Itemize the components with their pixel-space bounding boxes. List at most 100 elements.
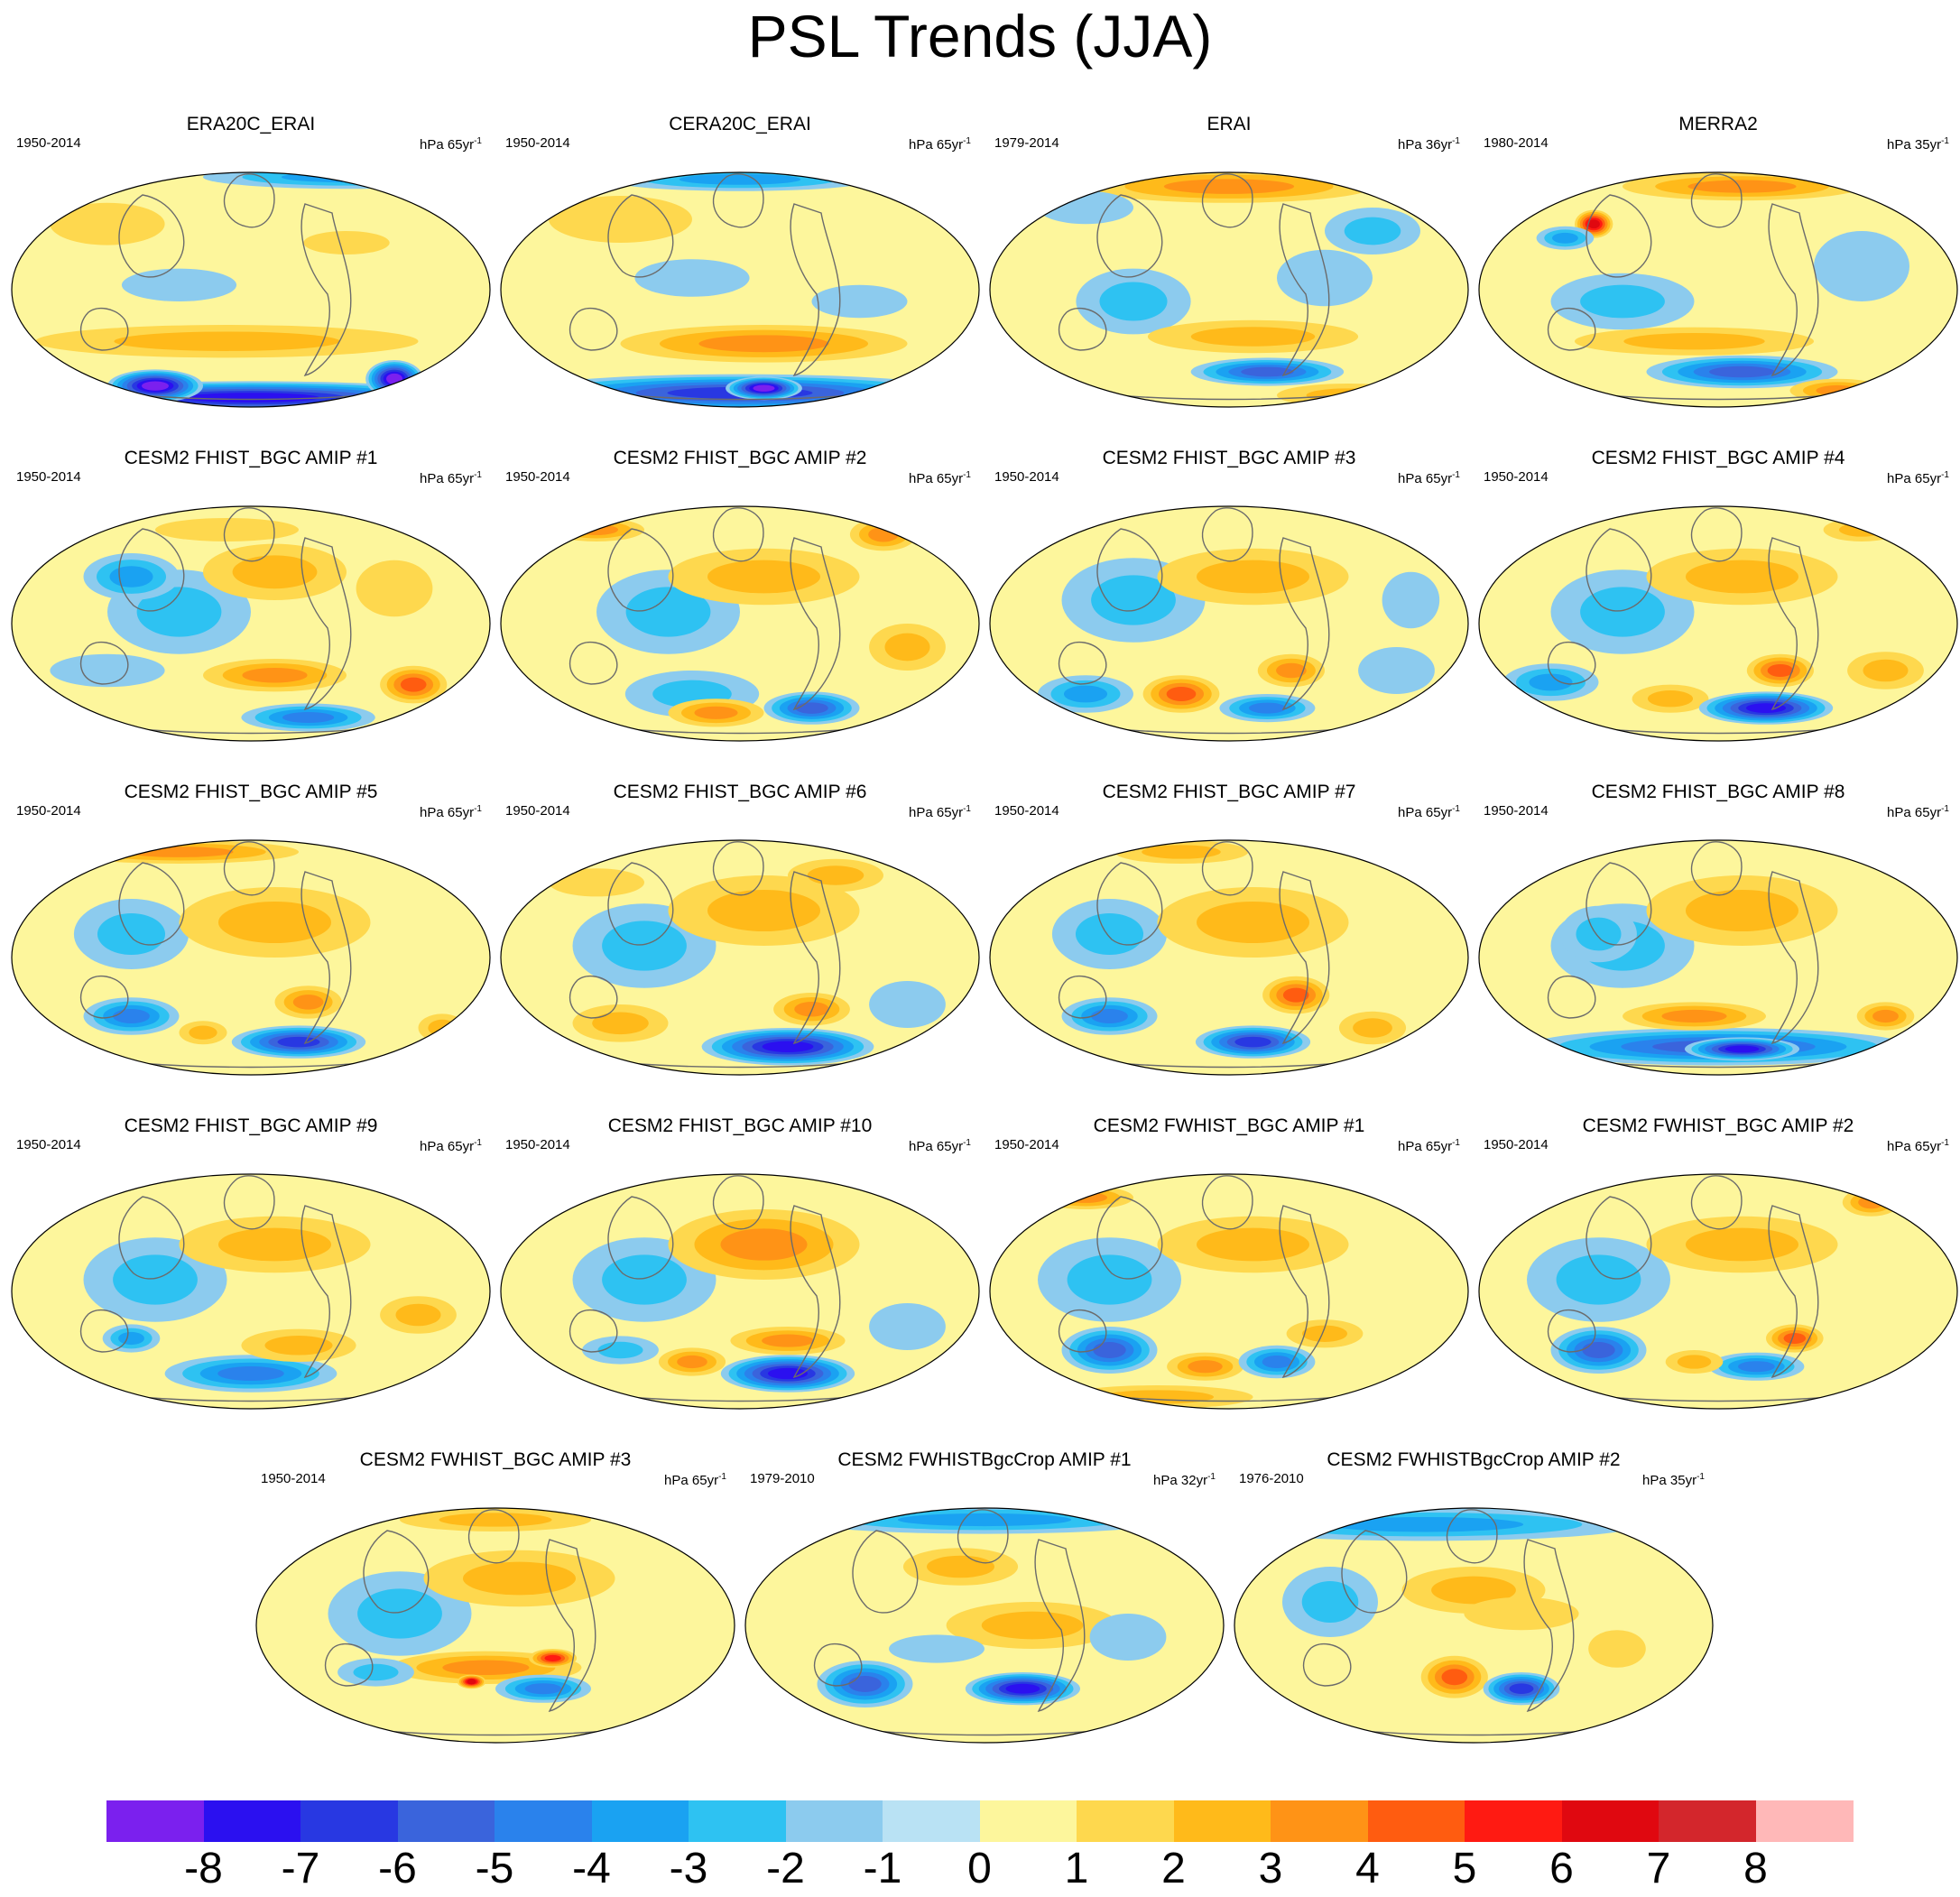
colorbar-swatch [1465,1800,1562,1842]
map-outline [1478,839,1958,1076]
panel-units-exponent: -1 [1452,470,1460,480]
panel-units-exponent: -1 [1941,470,1949,480]
trend-contour [677,1355,707,1369]
trend-contour [97,912,166,956]
coastline [363,1530,430,1614]
panel-period: 1950-2014 [505,1137,570,1152]
panel-units-main: hPa 65yr [1887,471,1942,486]
map-outline [11,171,491,408]
trend-contour [242,667,308,683]
panel-units-exponent: -1 [474,470,482,480]
coastline [1768,203,1819,377]
coastline [1690,841,1743,896]
coastline [1201,841,1253,896]
map-panel: CESM2 FWHIST_BGC AMIP #2 1950-2014 hPa 65y… [1475,1115,1960,1422]
coastline [1547,307,1596,351]
colorbar-swatch [203,1800,301,1842]
coastline [712,1175,764,1230]
panel-units-main: hPa 35yr [1642,1473,1697,1488]
trend-contour [1196,1227,1310,1262]
panel-units-exponent: -1 [1452,136,1460,146]
map-panel: CESM2 FHIST_BGC AMIP #5 1950-2014 hPa 65yr… [7,782,495,1088]
trend-contour [544,1654,561,1661]
coastline [1547,1309,1596,1353]
colorbar-swatch [1173,1800,1271,1842]
panel-title: CESM2 FHIST_BGC AMIP #5 [124,782,378,802]
trend-contour [467,1679,476,1685]
trend-contour [113,1254,198,1305]
trend-contour [1872,1009,1899,1023]
trend-contour [1767,663,1794,678]
trend-contour [1276,662,1307,679]
coastline [1279,203,1330,377]
panel-units-main: hPa 36yr [1398,137,1453,153]
panel-units: hPa 65yr-1 [420,467,482,487]
panel-title: CESM2 FHIST_BGC AMIP #9 [124,1115,378,1136]
map-outline [1478,1173,1958,1410]
colorbar-tick-label: 3 [1258,1845,1283,1892]
panel-units: hPa 65yr-1 [909,467,971,487]
panel-title: CESM2 FHIST_BGC AMIP #2 [613,448,867,468]
trend-contour [182,393,319,403]
colorbar-tick-label: -5 [475,1845,514,1892]
coastline [1096,194,1163,278]
coastline [852,1530,919,1614]
trend-contour [762,1334,814,1347]
trend-contour [1685,889,1799,932]
panel-period: 1980-2014 [1484,135,1549,151]
trend-contour [1301,1325,1348,1343]
colorbar-swatch [397,1800,495,1842]
colorbar-tick-label: 6 [1549,1845,1574,1892]
panel-title: CESM2 FHIST_BGC AMIP #8 [1591,782,1845,802]
trend-contour [679,173,801,185]
coastline [1034,1539,1086,1713]
map-outline [500,171,980,408]
trend-contour [762,1041,814,1052]
map-panel: ERAI 1979-2014 hPa 36yr-1 [985,114,1473,421]
map-panel: CESM2 FWHIST_BGC AMIP #1 1950-2014 hPa 65y… [985,1115,1473,1422]
coastline [790,537,841,711]
panel-units-exponent: -1 [474,136,482,146]
figure-title: PSL Trends (JJA) [747,3,1213,69]
coastline [1096,862,1163,946]
map-panel: CESM2 FHIST_BGC AMIP #1 1950-2014 hPa 65yr… [7,448,495,754]
map-outline [989,839,1469,1076]
trend-contour [1282,987,1309,1003]
map-panel: CESM2 FHIST_BGC AMIP #6 1950-2014 hPa 65yr… [496,782,984,1088]
panel-title: CESM2 FWHIST_BGC AMIP #2 [1582,1115,1854,1136]
map-trend-field [989,171,1469,408]
trend-contour [442,1660,530,1676]
map-panel: CESM2 FWHIST_BGC AMIP #3 1950-2014 hPa 65y… [252,1449,739,1756]
map-trend-field [1478,839,1958,1076]
panel-title: CESM2 FHIST_BGC AMIP #3 [1102,448,1356,468]
coastline [467,1509,520,1564]
map-outline [255,1507,735,1744]
coastline [1201,507,1253,562]
coastline [1768,871,1819,1045]
map-panel: MERRA2 1980-2014 hPa 35yr-1 [1475,114,1960,421]
colorbar-tick-label: 5 [1452,1845,1477,1892]
coastline [300,871,352,1045]
panel-title: CESM2 FWHIST_BGC AMIP #3 [359,1449,632,1470]
coastline [1690,173,1743,228]
panel-title: ERA20C_ERAI [186,114,316,134]
coastline [957,1509,1009,1564]
map-panel: CERA20C_ERAI 1950-2014 hPa 65yr-1 [496,114,984,421]
trend-contour [592,1012,649,1035]
map-trend-field [500,505,980,742]
trend-contour [155,518,299,541]
panel-title: CESM2 FHIST_BGC AMIP #10 [607,1115,873,1136]
trend-contour [926,1555,995,1578]
trend-contour [1647,689,1694,708]
panel-period: 1950-2014 [16,135,81,151]
trend-contour [1093,1342,1126,1358]
trend-contour [1382,571,1440,629]
panel-units: hPa 35yr-1 [1887,134,1949,153]
panel-period: 1950-2014 [16,803,81,819]
panel-title: CESM2 FHIST_BGC AMIP #1 [124,448,378,468]
trend-contour [242,172,451,186]
panel-units-main: hPa 65yr [420,1139,475,1154]
coastline [569,307,618,351]
colorbar-swatch [1659,1800,1756,1842]
trend-contour [1166,686,1197,702]
